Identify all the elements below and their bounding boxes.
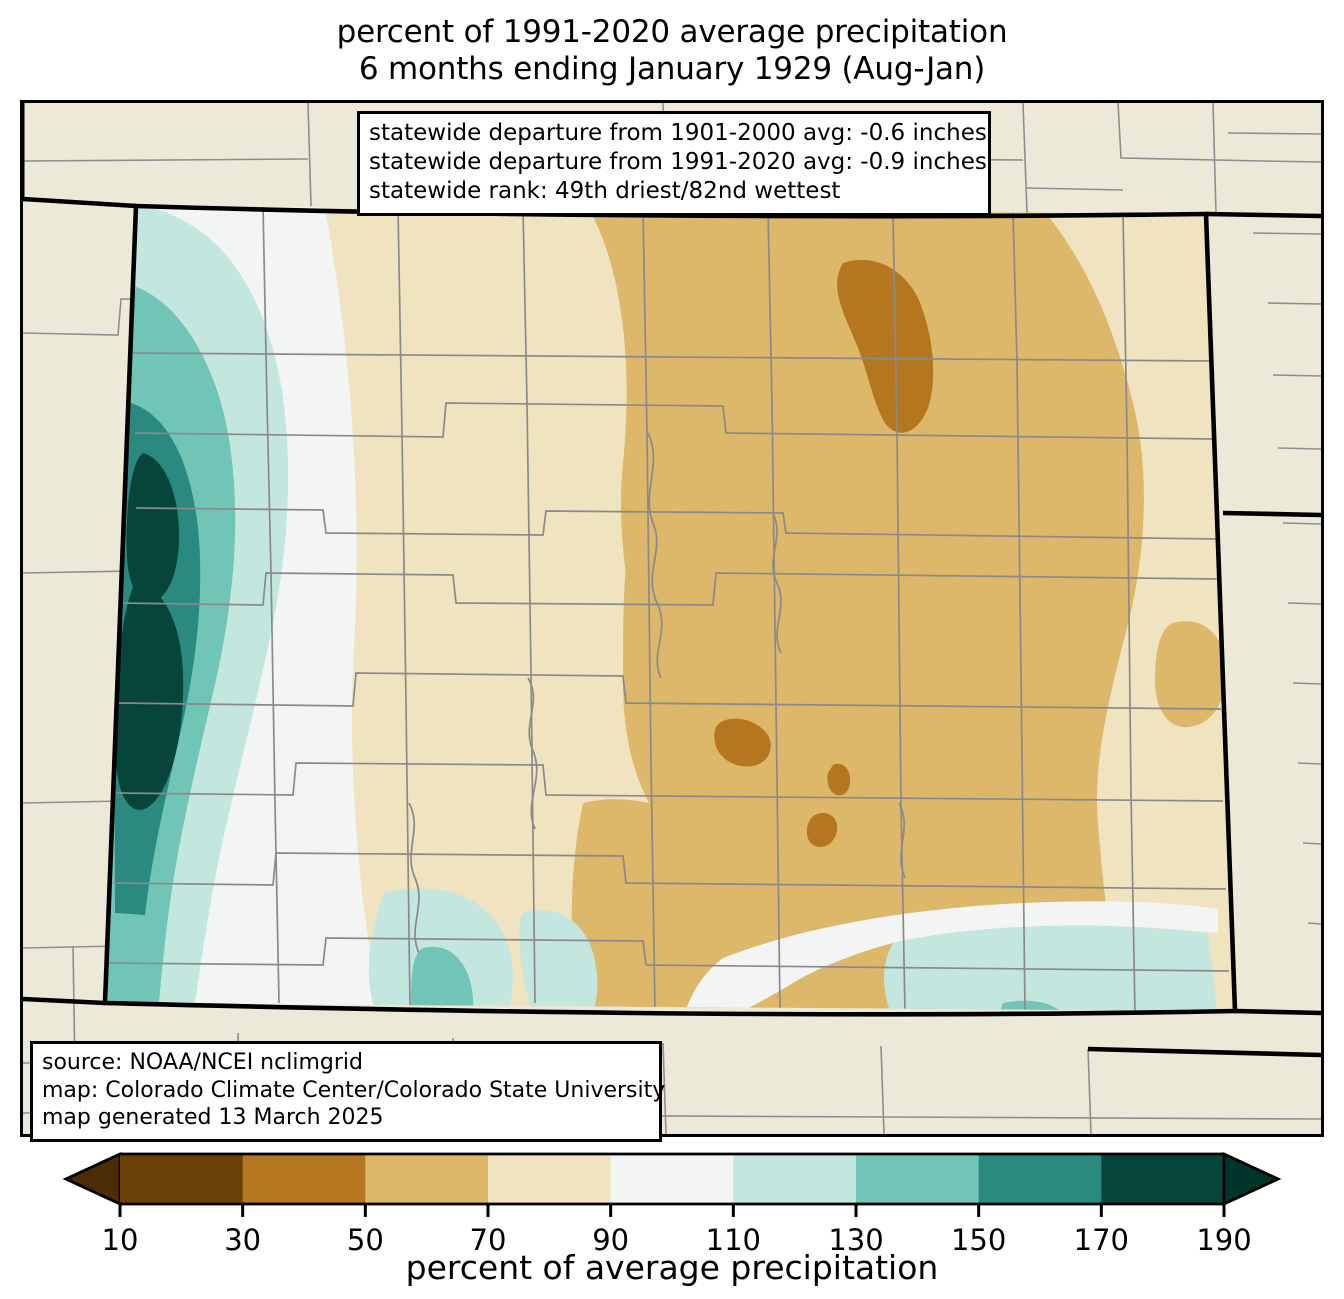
colorado-county-lines <box>108 206 1230 1011</box>
colorbar-band[interactable] <box>733 1154 857 1204</box>
colorbar-band[interactable] <box>856 1154 980 1204</box>
stat-rank: statewide rank: 49th driest/82nd wettest <box>369 177 841 204</box>
colorbar-under-arrow <box>62 1151 122 1207</box>
precipitation-map[interactable] <box>20 100 1324 1137</box>
map-generated-line: map generated 13 March 2025 <box>42 1105 384 1131</box>
colorbar-band[interactable] <box>120 1154 244 1204</box>
band-30-50-small-b <box>827 763 851 796</box>
title-line-2: 6 months ending January 1929 (Aug-Jan) <box>358 50 986 87</box>
band-70-90-northeast-notch <box>1033 206 1228 1011</box>
colorbar-tick-label: 110 <box>706 1223 761 1257</box>
colorbar-axis-label: percent of average precipitation <box>405 1248 939 1287</box>
band-130-150-southeast <box>998 1000 1065 1011</box>
map-credit-line: map: Colorado Climate Center/Colorado St… <box>42 1077 666 1103</box>
source-credits-box: source: NOAA/NCEI nclimgrid map: Colorad… <box>30 1041 666 1143</box>
band-90-110-west-blob <box>405 708 474 792</box>
colorbar-band[interactable] <box>610 1154 734 1204</box>
map-canvas <box>23 103 1321 1134</box>
band-90-110-southeast <box>683 901 1218 1011</box>
band-50-70-south <box>571 799 747 1011</box>
statewide-stats-box: statewide departure from 1901-2000 avg: … <box>357 111 991 216</box>
band-130-150-southwest <box>411 946 474 1011</box>
colorbar-band[interactable] <box>488 1154 612 1204</box>
colorbar-tick-labels: 10 30 50 70 90 110 130 150 170 190 <box>102 1223 1252 1257</box>
band-110-130-lower-mid <box>519 909 598 1011</box>
colorbar-tick-label: 130 <box>828 1223 883 1257</box>
stat-departure-1901-2000: statewide departure from 1901-2000 avg: … <box>369 120 987 146</box>
colorbar-over-arrow <box>1222 1151 1282 1207</box>
colorbar-canvas: 10 30 50 70 90 110 130 150 170 190 <box>62 1151 1282 1257</box>
colorbar[interactable]: 10 30 50 70 90 110 130 150 170 190 <box>0 1148 1344 1299</box>
band-50-70-east-lobe <box>1155 621 1227 728</box>
colorbar-band[interactable] <box>978 1154 1102 1204</box>
colorbar-ticks <box>118 1204 1226 1217</box>
band-30-50-small-a <box>714 718 771 767</box>
source-line: source: NOAA/NCEI nclimgrid <box>42 1050 363 1075</box>
colorbar-tick-label: 70 <box>470 1223 507 1257</box>
page-title: percent of 1991-2020 average precipitati… <box>0 14 1344 87</box>
colorbar-tick-label: 190 <box>1196 1223 1251 1257</box>
band-170-190-core-south <box>115 583 184 810</box>
band-170-190-core-north <box>126 453 180 603</box>
stat-departure-1991-2020: statewide departure from 1991-2020 avg: … <box>369 148 987 175</box>
colorbar-tick-label: 170 <box>1074 1223 1129 1257</box>
colorbar-band[interactable] <box>1101 1154 1225 1204</box>
colorbar-tick-label: 50 <box>347 1223 384 1257</box>
colorbar-band[interactable] <box>365 1154 489 1204</box>
colorbar-band[interactable] <box>242 1154 366 1204</box>
band-110-130-southeast <box>884 925 1218 1011</box>
colorbar-tick-label: 90 <box>592 1223 629 1257</box>
colorbar-bands[interactable] <box>62 1151 1282 1207</box>
band-30-50-northeast <box>837 259 934 433</box>
colorbar-tick-label: 150 <box>951 1223 1006 1257</box>
band-50-70-central <box>623 483 1000 878</box>
colorbar-tick-label: 10 <box>102 1223 139 1257</box>
colorbar-tick-label: 30 <box>224 1223 261 1257</box>
title-line-1: percent of 1991-2020 average precipitati… <box>336 14 1008 50</box>
contour-fills <box>105 206 1235 1011</box>
band-30-50-small-c <box>806 812 838 848</box>
